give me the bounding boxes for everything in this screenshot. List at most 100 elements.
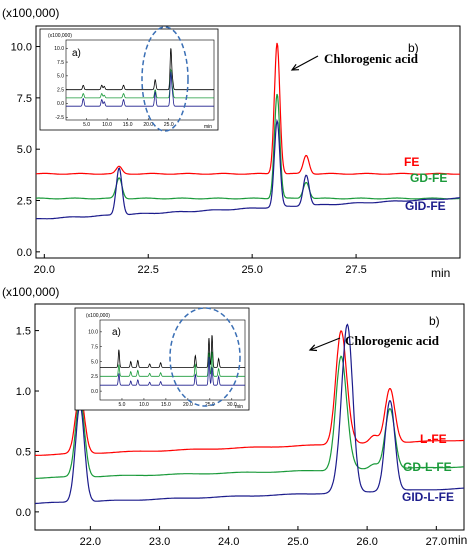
chart-top-inset: (x100,000) -2.5 0.0 2.5 5.0 7.5 10.0 5.0 10.0 1…	[39, 26, 219, 132]
x-tick-label: 25.0	[241, 264, 262, 276]
chart-top-inset-y-axis: -2.5 0.0 2.5 5.0 7.5 10.0	[54, 46, 68, 121]
inset-series-line	[100, 335, 245, 368]
chart-top-inset-series	[66, 48, 214, 107]
series-label-gd-fe: GD-FE	[410, 171, 447, 185]
series-label-fe: FE	[404, 155, 419, 169]
chart-bottom-inset-x-axis: 5.0 10.0 15.0 20.0 25.0 30.0	[118, 398, 237, 408]
inset-y-tick-label: 10.0	[88, 330, 98, 336]
chart-bottom-panel-label: b)	[429, 314, 440, 328]
inset-series-line	[66, 70, 214, 107]
chart-top-annotation: Chlorogenic acid	[324, 51, 419, 66]
y-tick-label: 5.0	[17, 144, 32, 156]
chart-bottom-inset: (x100,000) 0.0 2.5 5.0 7.5 10.0 5.0 10.0 15.0 2…	[74, 307, 250, 411]
inset-y-tick-label: 10.0	[54, 46, 64, 52]
chart-top-x-axis: 20.0 22.5 25.0 27.5	[34, 254, 367, 276]
y-tick-label: 7.5	[17, 93, 32, 105]
inset-y-tick-label: 5.0	[91, 359, 98, 365]
chart-bottom-inset-panel-label: a)	[112, 327, 121, 338]
series-line-fe	[36, 42, 460, 175]
inset-y-tick-label: 0.0	[57, 101, 64, 107]
series-label-l-fe: L-FE	[420, 432, 447, 446]
chart-bottom-x-axis-label: min	[448, 533, 467, 547]
chart-bottom-x-axis: 22.0 23.0 24.0 25.0 26.0 27.0	[80, 526, 447, 548]
chart-top-series	[36, 42, 461, 220]
annotation-arrow-head	[290, 63, 300, 71]
x-tick-label: 27.0	[426, 536, 447, 548]
chart-bottom-series	[35, 323, 465, 505]
inset-y-tick-label: -2.5	[55, 115, 64, 121]
series-line-gid-l-fe	[35, 323, 464, 505]
chart-top-plot-frame	[35, 25, 461, 259]
inset-x-tick-label: 10.0	[139, 402, 149, 408]
x-tick-label: 22.5	[138, 264, 159, 276]
series-line-gid-fe	[36, 118, 460, 220]
inset-y-tick-label: 5.0	[57, 74, 64, 80]
inset-series-line	[100, 356, 245, 386]
x-tick-label: 20.0	[34, 264, 55, 276]
inset-x-tick-label: 20.0	[183, 402, 193, 408]
inset-y-tick-label: 7.5	[57, 60, 64, 66]
chart-bottom: (x100,000) 0.0 0.5 1.0 1.5 22.0 23.0 24.0 25.0…	[2, 285, 467, 548]
x-tick-label: 26.0	[356, 536, 377, 548]
chart-top-y-axis: 0.0 2.5 5.0 7.5 10.0	[11, 42, 40, 259]
y-tick-label: 10.0	[11, 42, 32, 54]
chart-bottom-annotation: Chlorogenic acid	[345, 333, 440, 348]
annotation-arrow-shaft	[291, 55, 319, 71]
chart-top: (x100,000) 0.0 2.5 5.0 7.5 10.0 20.0 22.5 25.0…	[2, 6, 461, 280]
chart-bottom-scale-label: (x100,000)	[2, 285, 59, 299]
chart-top-x-axis-label: min	[431, 266, 450, 280]
chart-bottom-inset-plot-frame	[99, 319, 246, 401]
series-label-gid-l-fe: GID-L-FE	[402, 490, 454, 504]
series-label-gid-fe: GID-FE	[405, 199, 446, 213]
chart-bottom-plot-frame	[34, 303, 465, 531]
y-tick-label: 1.0	[16, 386, 31, 398]
chart-bottom-inset-frame	[74, 307, 250, 411]
inset-x-tick-label: 15.0	[161, 402, 171, 408]
y-tick-label: 0.0	[16, 507, 31, 519]
y-tick-label: 1.5	[16, 326, 31, 338]
inset-y-tick-label: 2.5	[91, 374, 98, 380]
inset-x-tick-label: 15.0	[123, 122, 133, 128]
chart-top-series-labels: FE GD-FE GID-FE	[404, 155, 447, 213]
series-line-l-fe	[35, 330, 465, 456]
inset-y-tick-label: 0.0	[91, 389, 98, 395]
y-tick-label: 2.5	[17, 196, 32, 208]
y-tick-label: 0.5	[16, 446, 31, 458]
chart-bottom-inset-highlight-ellipse	[169, 307, 241, 407]
x-tick-label: 25.0	[287, 536, 308, 548]
inset-x-tick-label: 5.0	[118, 402, 125, 408]
chart-top-inset-highlight-ellipse	[141, 26, 189, 132]
inset-x-tick-label: 30.0	[227, 402, 237, 408]
series-line-gd-fe	[36, 93, 461, 200]
inset-x-tick-label: 25.0	[164, 122, 174, 128]
x-tick-label: 23.0	[149, 536, 170, 548]
inset-y-tick-label: 7.5	[91, 344, 98, 350]
inset-series-line	[66, 48, 214, 91]
annotation-arrow-shaft	[309, 337, 341, 351]
inset-x-tick-label: 20.0	[143, 122, 153, 128]
inset-x-tick-label: 10.0	[102, 122, 112, 128]
chart-top-inset-panel-label: a)	[72, 48, 81, 59]
chart-top-inset-x-axis-label: min	[204, 124, 212, 130]
inset-x-tick-label: 5.0	[83, 122, 90, 128]
inset-y-tick-label: 2.5	[57, 87, 64, 93]
annotation-arrow-head	[308, 344, 318, 352]
inset-x-tick-label: 25.0	[205, 402, 215, 408]
chart-bottom-series-labels: L-FE GD-L-FE GID-L-FE	[402, 432, 454, 504]
x-tick-label: 27.5	[345, 264, 366, 276]
chart-bottom-inset-scale-label: (x100,000)	[86, 313, 110, 319]
chart-top-inset-scale-label: (x100,000)	[48, 33, 72, 39]
y-tick-label: 0.0	[17, 247, 32, 259]
chart-bottom-inset-x-axis-label: min	[235, 404, 243, 410]
inset-series-line	[66, 68, 214, 99]
chart-top-inset-x-axis: 5.0 10.0 15.0 20.0 25.0	[83, 118, 174, 128]
x-tick-label: 22.0	[80, 536, 101, 548]
chart-bottom-annotation-arrow	[308, 337, 341, 352]
chart-bottom-y-axis: 0.0 0.5 1.0 1.5	[16, 326, 39, 519]
chart-top-annotation-arrow	[290, 55, 319, 71]
x-tick-label: 24.0	[218, 536, 239, 548]
chart-top-inset-frame	[39, 28, 219, 131]
chart-top-scale-label: (x100,000)	[2, 6, 59, 20]
series-label-gd-l-fe: GD-L-FE	[403, 460, 452, 474]
